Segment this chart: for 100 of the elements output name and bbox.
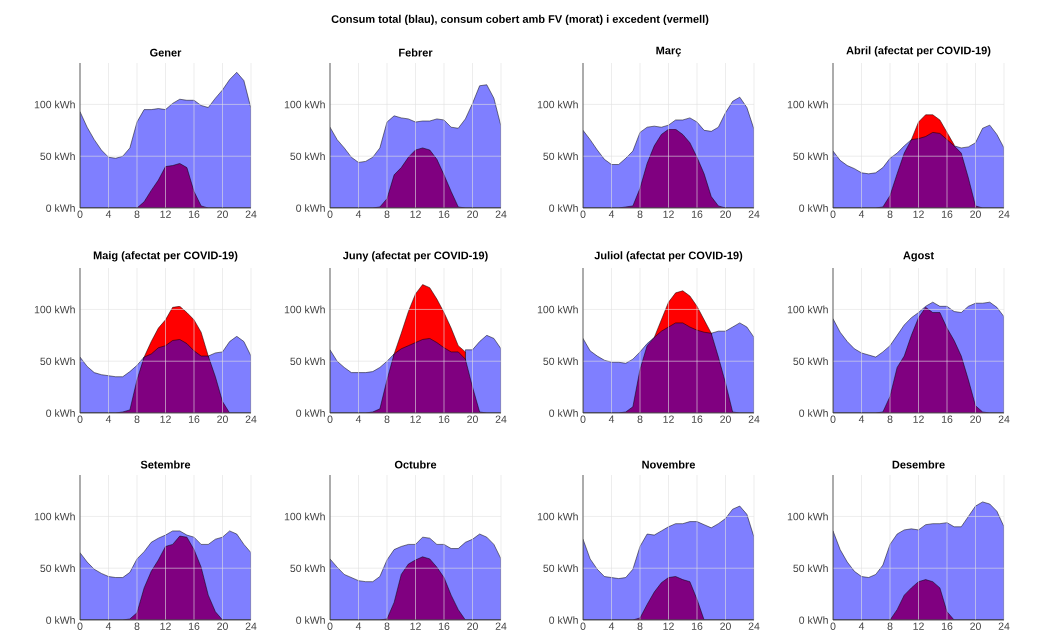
x-tick-label: 4 bbox=[355, 622, 362, 630]
x-tick-label: 20 bbox=[970, 622, 981, 630]
y-tick-label: 50 kWh bbox=[543, 152, 578, 161]
x-tick-label: 0 bbox=[77, 622, 83, 630]
x-tick-label: 0 bbox=[77, 210, 83, 218]
y-tick-label: 100 kWh bbox=[34, 512, 75, 521]
x-tick-label: 12 bbox=[410, 415, 421, 423]
y-tick-label: 100 kWh bbox=[787, 100, 828, 109]
x-tick-label: 12 bbox=[160, 622, 171, 630]
chart-title: Juny (afectat per COVID-19) bbox=[342, 251, 488, 262]
y-tick-label: 100 kWh bbox=[787, 512, 828, 521]
x-tick-label: 16 bbox=[438, 415, 450, 423]
x-tick-label: 24 bbox=[748, 210, 760, 218]
y-tick-label: 0 kWh bbox=[799, 409, 828, 417]
x-tick-label: 16 bbox=[438, 210, 450, 218]
x-tick-label: 16 bbox=[188, 210, 200, 218]
chart-title: Desembre bbox=[892, 460, 945, 469]
x-tick-label: 8 bbox=[134, 622, 140, 630]
x-tick-label: 24 bbox=[245, 622, 257, 630]
chart-title: Maig (afectat per COVID-19) bbox=[93, 251, 238, 262]
x-tick-label: 24 bbox=[998, 415, 1010, 423]
x-tick-label: 12 bbox=[410, 210, 421, 218]
x-tick-label: 24 bbox=[495, 415, 507, 423]
x-tick-label: 8 bbox=[384, 415, 390, 423]
text: Consum total (blau), consum cobert amb FV (morat) i excedent (vermell) bbox=[331, 14, 709, 26]
y-tick-label: 50 kWh bbox=[40, 152, 75, 161]
x-tick-label: 24 bbox=[748, 622, 760, 630]
y-tick-label: 50 kWh bbox=[290, 564, 325, 573]
y-tick-label: 50 kWh bbox=[543, 357, 578, 366]
chart-title: Gener bbox=[150, 48, 182, 57]
y-tick-label: 50 kWh bbox=[290, 357, 325, 366]
x-tick-label: 4 bbox=[105, 210, 112, 218]
y-tick-label: 100 kWh bbox=[537, 512, 578, 521]
y-tick-label: 50 kWh bbox=[290, 152, 325, 161]
chart-title: Setembre bbox=[140, 460, 191, 469]
x-tick-label: 16 bbox=[438, 622, 450, 630]
x-tick-label: 4 bbox=[608, 415, 615, 423]
y-tick-label: 50 kWh bbox=[793, 564, 828, 573]
x-tick-label: 20 bbox=[467, 210, 478, 218]
x-tick-label: 16 bbox=[691, 210, 703, 218]
chart-title: Abril (afectat per COVID-19) bbox=[846, 46, 991, 57]
y-tick-label: 100 kWh bbox=[34, 305, 75, 314]
x-tick-label: 8 bbox=[134, 210, 140, 218]
x-tick-label: 0 bbox=[327, 622, 333, 630]
x-tick-label: 24 bbox=[748, 415, 760, 423]
x-tick-label: 0 bbox=[830, 210, 836, 218]
x-tick-label: 20 bbox=[217, 210, 228, 218]
y-tick-label: 100 kWh bbox=[537, 305, 578, 314]
y-tick-label: 0 kWh bbox=[549, 409, 578, 417]
x-tick-label: 4 bbox=[355, 415, 362, 423]
x-tick-label: 4 bbox=[105, 622, 112, 630]
x-tick-label: 4 bbox=[858, 415, 865, 423]
x-tick-label: 24 bbox=[998, 622, 1010, 630]
x-tick-label: 4 bbox=[608, 622, 615, 630]
y-tick-label: 100 kWh bbox=[284, 512, 325, 521]
x-tick-label: 12 bbox=[913, 210, 924, 218]
x-tick-label: 12 bbox=[913, 415, 924, 423]
x-tick-label: 16 bbox=[188, 622, 200, 630]
x-tick-label: 16 bbox=[691, 622, 703, 630]
x-tick-label: 20 bbox=[467, 622, 478, 630]
x-tick-label: 4 bbox=[858, 622, 865, 630]
x-tick-label: 12 bbox=[160, 415, 171, 423]
x-tick-label: 24 bbox=[245, 415, 257, 423]
x-tick-label: 20 bbox=[217, 622, 228, 630]
x-tick-label: 8 bbox=[637, 210, 643, 218]
y-tick-label: 50 kWh bbox=[40, 564, 75, 573]
y-tick-label: 0 kWh bbox=[549, 616, 578, 624]
x-tick-label: 8 bbox=[637, 622, 643, 630]
x-tick-label: 20 bbox=[720, 210, 731, 218]
x-tick-label: 12 bbox=[663, 415, 674, 423]
y-tick-label: 100 kWh bbox=[537, 100, 578, 109]
y-tick-label: 100 kWh bbox=[787, 305, 828, 314]
y-tick-label: 50 kWh bbox=[543, 564, 578, 573]
x-tick-label: 8 bbox=[134, 415, 140, 423]
x-tick-label: 12 bbox=[663, 622, 674, 630]
x-tick-label: 4 bbox=[608, 210, 615, 218]
x-tick-label: 0 bbox=[580, 622, 586, 630]
chart-title: Febrer bbox=[399, 48, 433, 57]
y-tick-label: 0 kWh bbox=[296, 409, 325, 417]
x-tick-label: 8 bbox=[384, 210, 390, 218]
y-tick-label: 0 kWh bbox=[296, 616, 325, 624]
x-tick-label: 20 bbox=[467, 415, 478, 423]
x-tick-label: 8 bbox=[384, 622, 390, 630]
x-tick-label: 20 bbox=[970, 415, 981, 423]
chart-title: Novembre bbox=[642, 460, 696, 469]
y-tick-label: 0 kWh bbox=[549, 204, 578, 212]
x-tick-label: 20 bbox=[720, 622, 731, 630]
x-tick-label: 8 bbox=[887, 210, 893, 218]
x-tick-label: 16 bbox=[691, 415, 703, 423]
chart-title: Juliol (afectat per COVID-19) bbox=[594, 251, 743, 262]
x-tick-label: 8 bbox=[887, 415, 893, 423]
y-tick-label: 0 kWh bbox=[46, 204, 75, 212]
x-tick-label: 20 bbox=[217, 415, 228, 423]
x-tick-label: 24 bbox=[245, 210, 257, 218]
x-tick-label: 4 bbox=[355, 210, 362, 218]
x-tick-label: 12 bbox=[410, 622, 421, 630]
x-tick-label: 16 bbox=[941, 622, 953, 630]
x-tick-label: 0 bbox=[327, 415, 333, 423]
x-tick-label: 0 bbox=[580, 210, 586, 218]
x-tick-label: 0 bbox=[830, 415, 836, 423]
